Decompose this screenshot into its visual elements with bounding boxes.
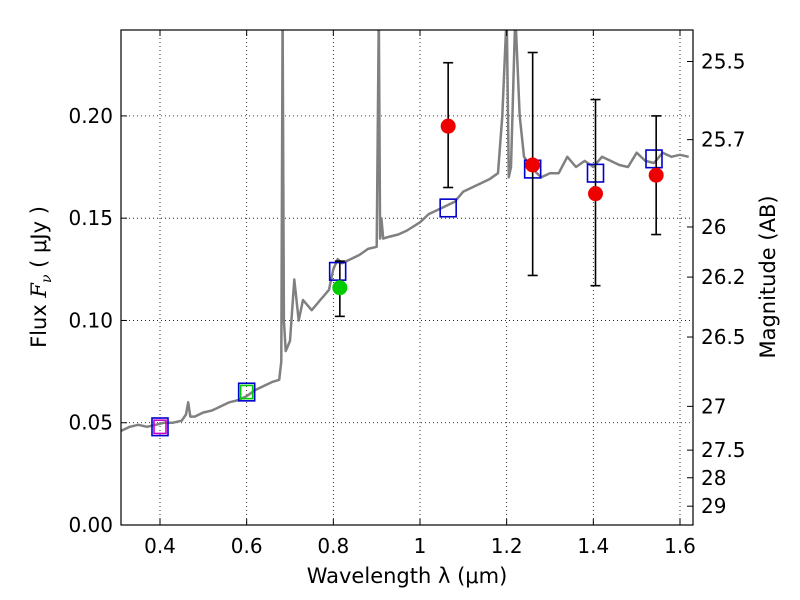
y-axis-label-prefix: Flux (27, 298, 51, 348)
y2-tick-label: 27.5 (701, 438, 746, 462)
x-tick-label: 1.4 (577, 534, 609, 558)
y2-axis-ticks: 25.5 25.7 26 26.2 26.5 27 27.5 28 29 (687, 50, 746, 518)
x-tick-label: 1.6 (664, 534, 696, 558)
grid-lines (121, 30, 693, 525)
y-axis-label-subscript: ν (39, 274, 55, 283)
y2-tick-label: 29 (701, 494, 726, 518)
data-point (332, 280, 348, 296)
y2-tick-label: 26 (701, 215, 726, 239)
model-square-marker (645, 149, 663, 169)
y2-tick-label: 25.7 (701, 128, 746, 152)
model-square-marker (239, 384, 254, 400)
data-point (648, 167, 664, 183)
x-axis-label: Wavelength λ (μm) (307, 564, 508, 588)
spectrum-line (121, 30, 689, 433)
model-square-marker (153, 419, 167, 435)
data-point (588, 186, 603, 202)
y2-tick-label: 26.5 (701, 325, 746, 349)
data-point (440, 118, 456, 134)
y-tick-label: 0.10 (68, 308, 113, 332)
y-axis-label: Flux Fν ( μJy ) (27, 206, 55, 348)
y2-tick-label: 27 (701, 394, 726, 418)
spectrum-layer (121, 30, 689, 433)
model-square-marker (237, 382, 256, 402)
plot-frame (120, 29, 694, 526)
y-tick-label: 0.15 (68, 206, 113, 230)
x-tick-label: 0.8 (317, 534, 349, 558)
y-tick-label: 0.00 (68, 513, 113, 537)
data-point (525, 157, 541, 173)
model-square-marker (328, 261, 347, 281)
y-axis-label-symbol: F (27, 282, 51, 299)
model-square-marker (151, 417, 169, 437)
y2-tick-label: 26.2 (701, 265, 746, 289)
y-tick-label: 0.20 (68, 104, 113, 128)
x-tick-label: 0.6 (231, 534, 263, 558)
x-axis-ticks: 0.4 0.6 0.8 1 1.2 1.4 1.6 (144, 30, 696, 558)
x-tick-label: 1.2 (491, 534, 523, 558)
marker-layer (151, 51, 664, 437)
x-tick-label: 1 (414, 534, 427, 558)
x-tick-label: 0.4 (144, 534, 176, 558)
y2-axis-label: Magnitude (AB) (756, 195, 780, 358)
y-axis-ticks: 0.00 0.05 0.10 0.15 0.20 (68, 104, 127, 537)
model-square-marker (439, 198, 457, 218)
y2-tick-label: 25.5 (701, 50, 746, 74)
y-tick-label: 0.05 (68, 411, 113, 435)
y-axis-label-units: ( μJy ) (27, 206, 51, 274)
y2-tick-label: 28 (701, 466, 726, 490)
